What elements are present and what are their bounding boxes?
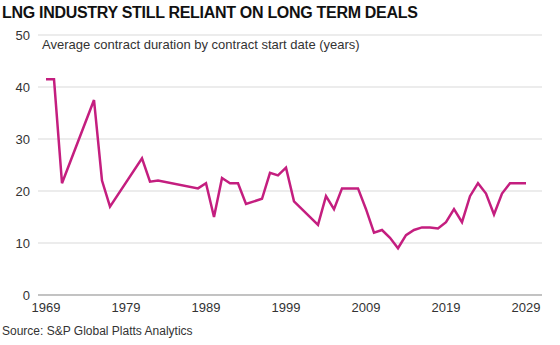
svg-text:1989: 1989 [192,300,221,315]
svg-text:30: 30 [16,132,30,147]
html-text:Source: S&P Global Platts Anal: Source: S&P Global Platts Analytics [2,324,193,338]
svg-text:1999: 1999 [272,300,301,315]
svg-text:2009: 2009 [352,300,381,315]
svg-text:2019: 2019 [432,300,461,315]
svg-text:0: 0 [23,288,30,303]
svg-text:10: 10 [16,236,30,251]
html-text:Average contract duration by c: Average contract duration by contract st… [42,37,360,52]
html-text:LNG INDUSTRY STILL RELIANT ON: LNG INDUSTRY STILL RELIANT ON LONG TERM … [2,4,418,21]
svg-text:40: 40 [16,80,30,95]
svg-text:50: 50 [16,28,30,43]
svg-text:1969: 1969 [32,300,61,315]
svg-text:1979: 1979 [112,300,141,315]
svg-text:2029: 2029 [512,300,541,315]
svg-text:20: 20 [16,184,30,199]
